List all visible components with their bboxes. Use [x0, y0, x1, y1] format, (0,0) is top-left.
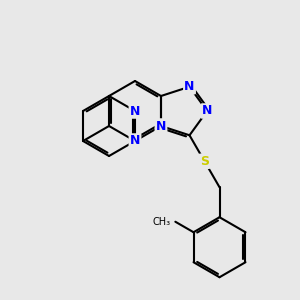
- Text: N: N: [202, 104, 212, 118]
- Text: N: N: [130, 104, 140, 118]
- Text: N: N: [156, 119, 166, 133]
- Text: N: N: [130, 134, 140, 148]
- Text: S: S: [200, 155, 209, 168]
- Text: N: N: [184, 80, 195, 93]
- Text: CH₃: CH₃: [153, 217, 171, 227]
